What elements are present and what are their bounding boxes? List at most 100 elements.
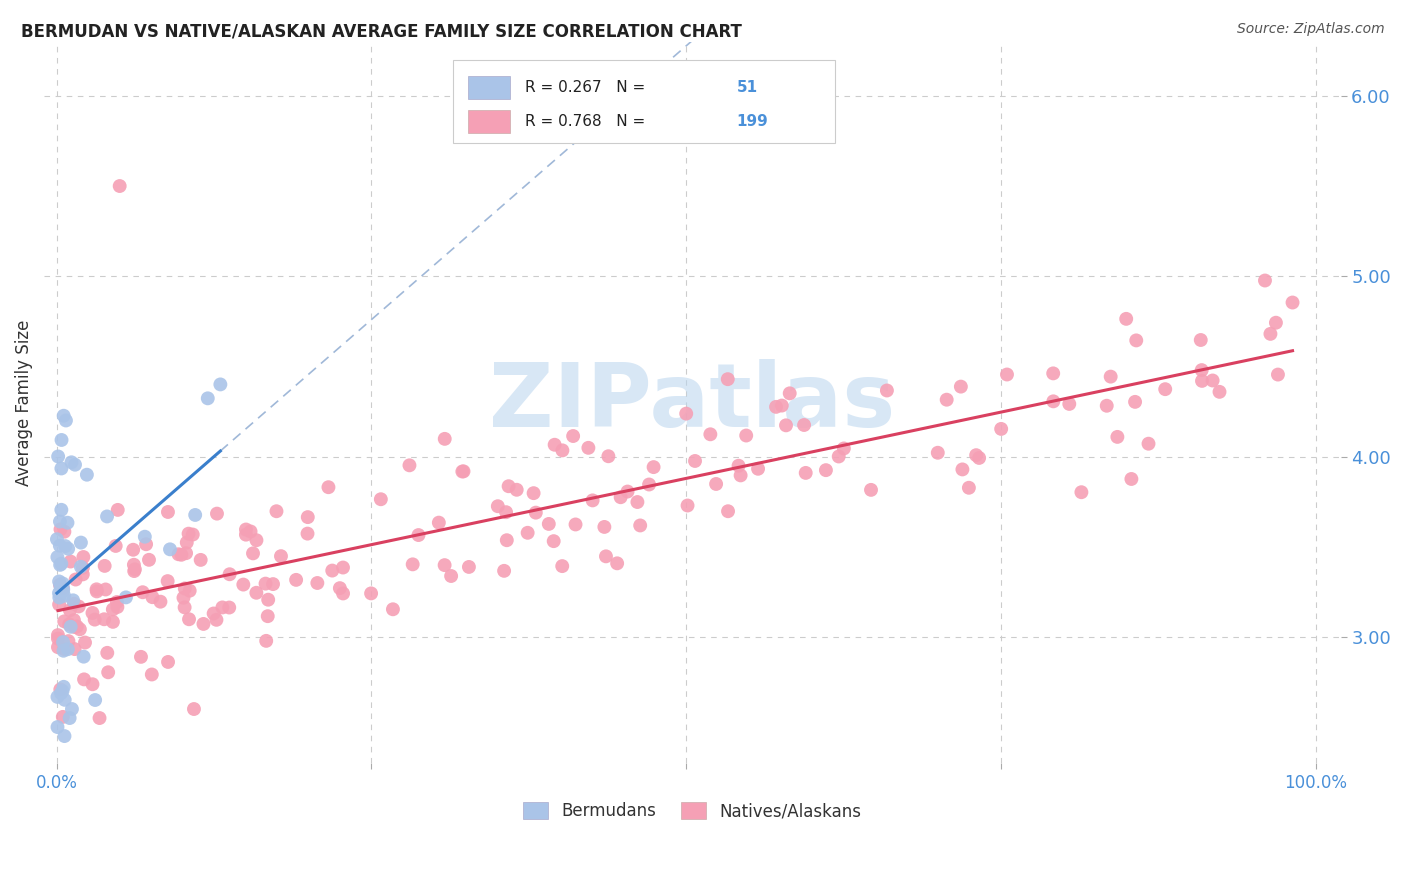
Point — [1115, 311, 1137, 326]
Point — [967, 450, 990, 465]
Point — [360, 586, 382, 600]
Point — [232, 577, 254, 591]
Point — [96, 509, 118, 524]
Point — [181, 527, 204, 541]
Point — [72, 549, 94, 564]
Point — [197, 392, 219, 406]
Point — [70, 535, 93, 549]
Point — [48, 574, 70, 589]
Point — [51, 433, 73, 447]
Point — [67, 599, 90, 614]
Point — [239, 524, 262, 539]
Point — [122, 558, 145, 572]
Point — [257, 592, 280, 607]
Point — [1264, 316, 1286, 330]
Point — [1123, 395, 1146, 409]
Point — [235, 523, 257, 537]
Point — [828, 450, 851, 464]
Point — [176, 535, 198, 549]
Point — [108, 179, 131, 194]
Point — [193, 616, 215, 631]
Point — [86, 584, 108, 599]
Point — [173, 582, 195, 596]
Point — [51, 557, 73, 571]
Point — [93, 558, 115, 573]
Point — [1260, 326, 1282, 341]
Point — [451, 465, 474, 479]
Point — [63, 613, 86, 627]
Point — [832, 442, 855, 456]
Point — [167, 547, 190, 561]
Point — [63, 642, 86, 657]
Point — [52, 584, 75, 599]
Point — [211, 600, 233, 615]
Point — [63, 597, 86, 611]
Point — [254, 633, 277, 648]
Point — [159, 542, 181, 557]
Point — [141, 667, 163, 681]
Point — [551, 559, 574, 574]
Point — [52, 644, 75, 658]
Point — [626, 495, 648, 509]
Point — [138, 553, 160, 567]
Point — [1154, 382, 1177, 396]
Point — [96, 646, 118, 660]
Point — [97, 665, 120, 680]
Point — [765, 400, 787, 414]
Point — [595, 549, 617, 564]
Point — [952, 462, 974, 476]
Point — [156, 574, 179, 588]
Point — [53, 539, 76, 553]
Point — [543, 534, 565, 549]
Point — [177, 612, 200, 626]
Point — [52, 710, 75, 724]
Point — [105, 599, 128, 614]
Point — [235, 527, 257, 541]
Point — [1137, 436, 1160, 450]
Point — [82, 677, 104, 691]
Point — [131, 585, 153, 599]
Point — [793, 417, 815, 432]
Point — [628, 518, 651, 533]
Point — [55, 413, 77, 427]
Point — [183, 702, 205, 716]
Point — [562, 429, 585, 443]
Point — [62, 593, 84, 607]
Point — [245, 533, 267, 548]
Point — [551, 443, 574, 458]
Point — [254, 576, 277, 591]
Point — [51, 461, 73, 475]
Point — [66, 619, 89, 633]
Point — [270, 549, 292, 563]
Point — [398, 458, 420, 473]
Point — [717, 372, 740, 386]
Point — [101, 602, 124, 616]
Point — [537, 516, 560, 531]
Point — [297, 526, 319, 541]
Point — [48, 591, 70, 605]
Point — [990, 422, 1012, 436]
Text: ZIPatlas: ZIPatlas — [489, 359, 896, 446]
Point — [202, 607, 225, 621]
Point — [52, 635, 75, 649]
Point — [59, 620, 82, 634]
Point — [58, 634, 80, 648]
Point — [262, 577, 284, 591]
Point — [606, 557, 628, 571]
Point — [1042, 394, 1064, 409]
Point — [242, 546, 264, 560]
Point — [440, 569, 463, 583]
Point — [735, 428, 758, 442]
Point — [218, 567, 240, 582]
Point — [218, 600, 240, 615]
Point — [1095, 399, 1118, 413]
Point — [49, 558, 72, 572]
Point — [72, 560, 94, 574]
Point — [52, 680, 75, 694]
Point — [1189, 333, 1212, 347]
Point — [402, 558, 425, 572]
Text: Source: ZipAtlas.com: Source: ZipAtlas.com — [1237, 22, 1385, 37]
Point — [727, 458, 749, 473]
Point — [516, 525, 538, 540]
Point — [730, 468, 752, 483]
